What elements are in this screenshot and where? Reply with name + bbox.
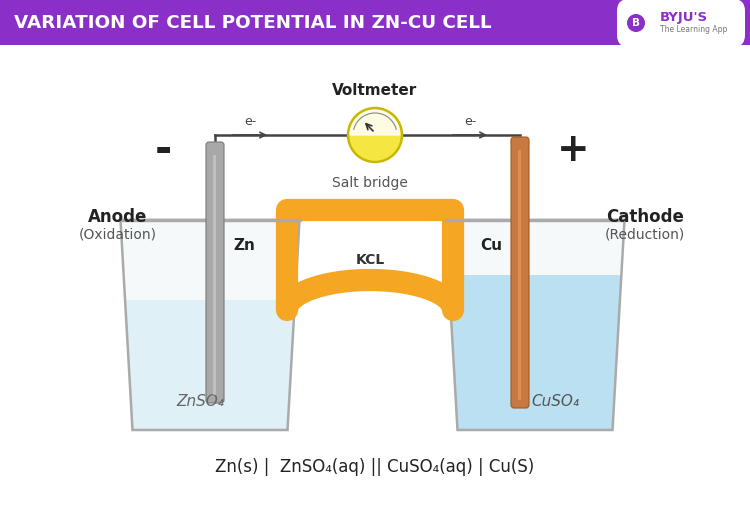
FancyBboxPatch shape [206,142,224,403]
Text: B: B [632,18,640,28]
Text: Voltmeter: Voltmeter [332,83,418,98]
FancyBboxPatch shape [0,0,750,45]
Polygon shape [448,275,621,430]
Text: Salt bridge: Salt bridge [332,176,408,190]
Text: The Learning App: The Learning App [660,25,728,34]
Text: Zn: Zn [233,237,255,253]
Text: VARIATION OF CELL POTENTIAL IN ZN-CU CELL: VARIATION OF CELL POTENTIAL IN ZN-CU CEL… [14,14,492,32]
Bar [213,155,216,395]
Text: Zn(s) |  ZnSO₄(aq) || CuSO₄(aq) | Cu(S): Zn(s) | ZnSO₄(aq) || CuSO₄(aq) | Cu(S) [215,458,535,476]
Text: e-: e- [464,115,476,128]
Text: BYJU'S: BYJU'S [660,12,708,25]
Circle shape [627,14,645,32]
Text: CuSO₄: CuSO₄ [531,394,579,410]
Text: Anode: Anode [88,208,148,226]
Text: +: + [556,131,590,169]
Text: (Reduction): (Reduction) [604,228,686,242]
Polygon shape [121,220,299,430]
Polygon shape [446,220,625,430]
Text: ZnSO₄: ZnSO₄ [176,394,224,410]
FancyBboxPatch shape [617,0,745,47]
Text: (Oxidation): (Oxidation) [79,228,157,242]
Text: -: - [154,129,172,171]
Circle shape [348,108,402,162]
Polygon shape [125,300,295,430]
FancyBboxPatch shape [511,137,529,408]
Text: Cu: Cu [480,237,502,253]
Bar [518,150,521,400]
Polygon shape [350,110,400,135]
Bar [0,0,750,35]
Text: Cathode: Cathode [606,208,684,226]
Text: KCL: KCL [356,253,385,267]
Bar [0,0,750,45]
Text: e-: e- [244,115,256,128]
